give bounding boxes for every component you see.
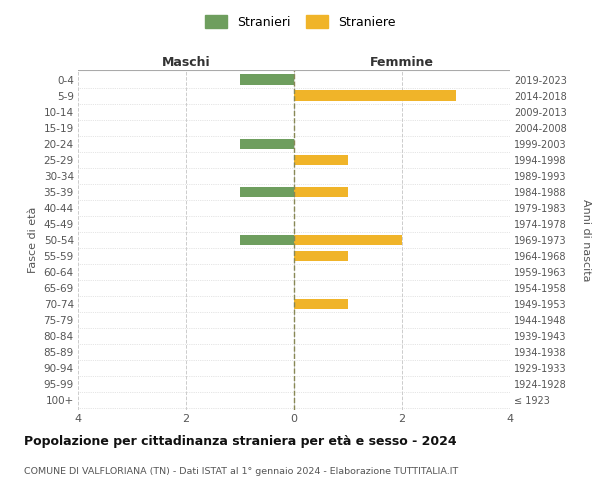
Text: COMUNE DI VALFLORIANA (TN) - Dati ISTAT al 1° gennaio 2024 - Elaborazione TUTTIT: COMUNE DI VALFLORIANA (TN) - Dati ISTAT … [24,468,458,476]
Text: Maschi: Maschi [161,56,211,69]
Text: Popolazione per cittadinanza straniera per età e sesso - 2024: Popolazione per cittadinanza straniera p… [24,435,457,448]
Text: Femmine: Femmine [370,56,434,69]
Bar [294,90,456,101]
Bar [240,186,294,197]
Bar [240,74,294,85]
Y-axis label: Fasce di età: Fasce di età [28,207,38,273]
Legend: Stranieri, Straniere: Stranieri, Straniere [201,11,399,32]
Y-axis label: Anni di nascita: Anni di nascita [581,198,591,281]
Bar [240,235,294,245]
Bar [294,299,348,310]
Bar [294,154,348,165]
Bar [294,186,348,197]
Bar [294,235,402,245]
Bar [240,138,294,149]
Bar [294,251,348,261]
